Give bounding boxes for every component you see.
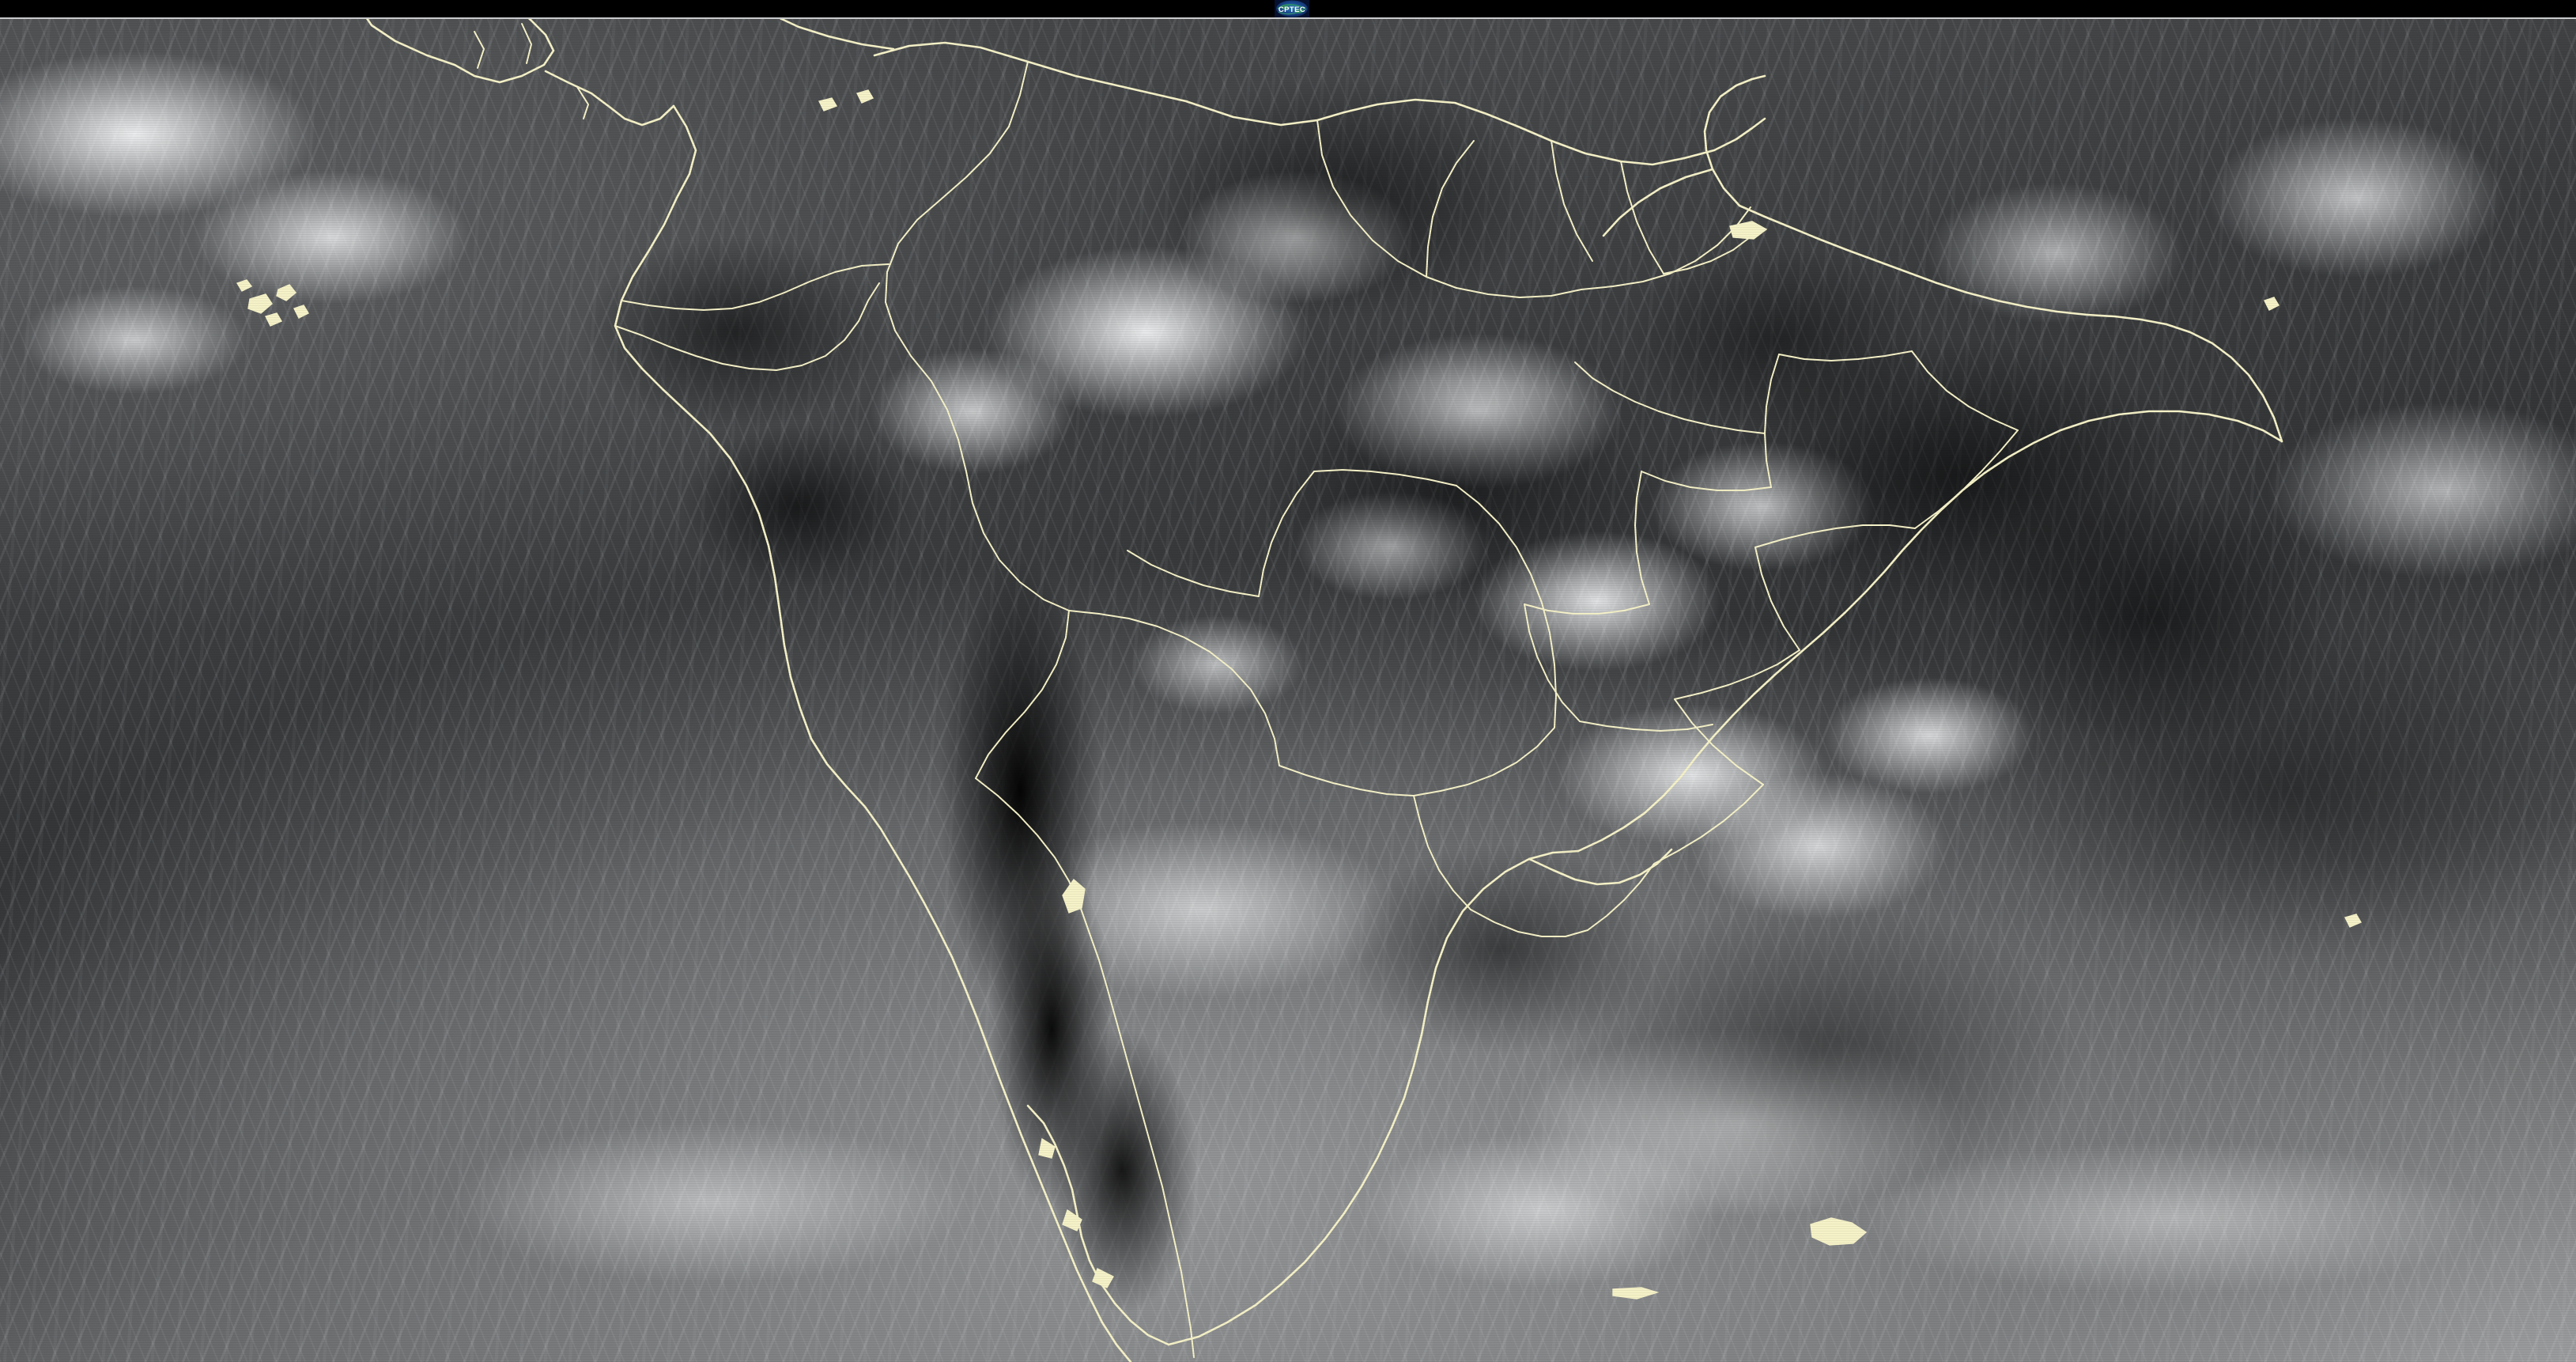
brazil-north-coast — [1738, 204, 2089, 316]
galapagos-island-2 — [276, 284, 297, 301]
brazil-state-border-roraima — [1426, 140, 1475, 278]
peru-bolivia-border — [975, 610, 1070, 779]
brazil-state-border-sp-mg — [1754, 547, 1800, 651]
brazil-state-border-ms-sp — [1579, 721, 1713, 732]
uruguay-brazil-border — [1587, 863, 1655, 931]
brazil-state-border-sc-pr — [1674, 698, 1764, 785]
guyana-suriname-border — [1551, 140, 1593, 262]
bolivia-chile-argentina-border — [975, 777, 1070, 882]
venezuela-brazil-border — [1316, 119, 1582, 298]
argentina-atlantic-coast — [1167, 849, 1580, 1346]
brazil-state-border-ba-pe — [1914, 429, 2019, 529]
brazil-state-border-mg-ba — [1754, 524, 1916, 548]
central-america-coast — [358, 6, 555, 84]
brazil-state-border-to-go — [1634, 471, 1650, 605]
southern-island-1 — [1038, 1137, 1056, 1159]
pacific-northwest-coast — [614, 104, 867, 808]
patagonia-archipelago-coast — [1026, 1104, 1170, 1346]
southern-island-2 — [1062, 1209, 1082, 1231]
colombia-venezuela-border — [885, 61, 1029, 357]
panama-isthmus-coast — [544, 70, 675, 127]
brazil-state-border-ac-am — [1127, 550, 1260, 597]
galapagos-island-3 — [264, 312, 283, 327]
brazil-state-border-am-pa — [1456, 485, 1557, 728]
brazil-state-border-para-interior — [1574, 361, 1766, 434]
galapagos-island-4 — [293, 305, 309, 319]
amazon-river-channel — [1602, 168, 1714, 237]
southern-island-3 — [1092, 1268, 1114, 1288]
brazil-state-border-ro-am — [1258, 471, 1315, 597]
bolivia-paraguay-border — [1279, 765, 1415, 796]
caribbean-islet-1 — [818, 97, 838, 112]
brazil-northeast-cape — [2086, 313, 2283, 443]
falkland-islands — [1810, 1217, 1868, 1246]
trindade-islet — [2344, 914, 2363, 928]
brazil-east-coast — [1901, 410, 2283, 552]
guianas-coast — [1683, 117, 1766, 160]
uruguay-brazil-south-coast — [1577, 549, 1904, 853]
central-america-border-1 — [474, 31, 485, 69]
guiana-brazil-border — [1581, 206, 1751, 290]
cptec-logo-text: CPTEC — [1279, 6, 1305, 14]
brazil-state-border-pi-ma — [1778, 350, 1913, 361]
central-america-border-2 — [521, 23, 532, 64]
brazil-state-border-ma-pa — [1764, 354, 1780, 488]
central-america-border-3 — [576, 86, 589, 119]
brazil-state-border-mt-ms — [1524, 603, 1581, 722]
south-atlantic-islet — [1612, 1287, 1660, 1300]
galapagos-island-1 — [247, 293, 273, 314]
ecuador-peru-border — [614, 282, 880, 371]
brazil-state-border-pr-sp — [1674, 649, 1800, 700]
chile-argentina-border — [1068, 880, 1195, 1358]
brazil-state-border-am-mt — [1313, 469, 1457, 486]
brazil-state-border-pe-pi — [1911, 350, 2019, 431]
cptec-globe-logo-icon: CPTEC — [1275, 0, 1309, 17]
venezuela-north-coast — [873, 41, 1686, 166]
marajo-island — [1729, 221, 1768, 240]
brazil-state-border-amapa — [1663, 235, 1753, 274]
brazil-state-border-pa-to — [1641, 471, 1772, 491]
brazil-state-border-rs-sc — [1653, 784, 1764, 864]
paraguay-brazil-border — [1413, 727, 1555, 796]
bolivia-brazil-border — [1068, 610, 1280, 766]
galapagos-island-5 — [236, 279, 253, 292]
caribbean-islet-2 — [856, 89, 874, 104]
suriname-frenchguiana-border — [1620, 161, 1664, 274]
caribbean-island-arc — [773, 14, 895, 51]
fernando-de-noronha — [2264, 297, 2279, 311]
rio-de-la-plata-estuary — [1528, 848, 1673, 886]
peru-brazil-border — [910, 355, 1070, 611]
colombia-ecuador-border — [621, 263, 890, 311]
amazon-mouth-coast — [1703, 74, 1766, 207]
paraguay-argentina-border — [1413, 795, 1471, 910]
chiloe-island — [1062, 878, 1086, 914]
header-divider-line — [0, 17, 2576, 19]
argentina-uruguay-border — [1470, 909, 1588, 937]
chile-pacific-coast — [863, 805, 1132, 1362]
